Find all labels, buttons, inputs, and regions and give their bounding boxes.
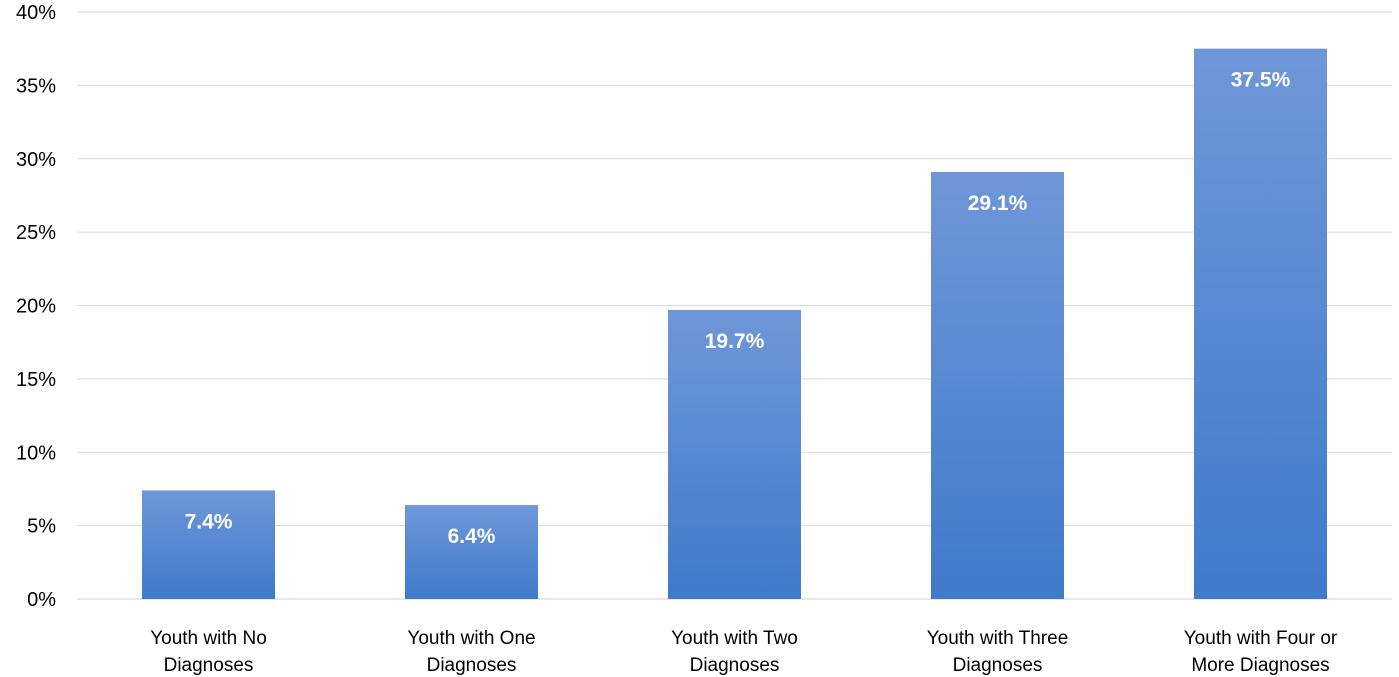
y-tick-label: 15% [16,369,56,391]
x-axis-category-labels: Youth with No Diagnoses Youth with One Diag… [150,628,1338,676]
y-tick-label: 35% [16,75,56,97]
x-category-label: Youth with Three [927,628,1069,649]
data-labels: 7.4% 6.4% 19.7% 29.1% 37.5% [185,69,1291,548]
bar [405,505,538,599]
y-tick-label: 5% [27,516,56,538]
x-category-label: Youth with No [150,628,267,649]
x-category-label: Diagnoses [690,655,780,676]
y-tick-label: 25% [16,222,56,244]
data-label: 6.4% [448,525,496,548]
data-label: 37.5% [1231,69,1291,92]
bars [142,48,1327,599]
data-label: 7.4% [185,510,233,533]
y-axis-tick-labels: 0% 5% 10% 15% 20% 25% 30% 35% 40% [16,2,56,611]
y-tick-label: 20% [16,296,56,318]
bar [931,171,1064,599]
data-label: 19.7% [705,330,765,353]
bar [1194,48,1327,599]
x-category-label: Diagnoses [953,655,1043,676]
y-tick-label: 0% [27,589,56,611]
bar [668,309,801,599]
x-category-label: Youth with Two [671,628,798,649]
y-tick-label: 40% [16,2,56,24]
x-category-label: Youth with Four or [1184,628,1338,649]
data-label: 29.1% [968,192,1028,215]
y-tick-label: 30% [16,149,56,171]
x-category-label: Diagnoses [427,655,517,676]
gridlines [77,11,1392,600]
bar [142,490,275,599]
x-category-label: Youth with One [407,628,535,649]
x-category-label: More Diagnoses [1191,655,1329,676]
x-category-label: Diagnoses [164,655,254,676]
y-tick-label: 10% [16,442,56,464]
